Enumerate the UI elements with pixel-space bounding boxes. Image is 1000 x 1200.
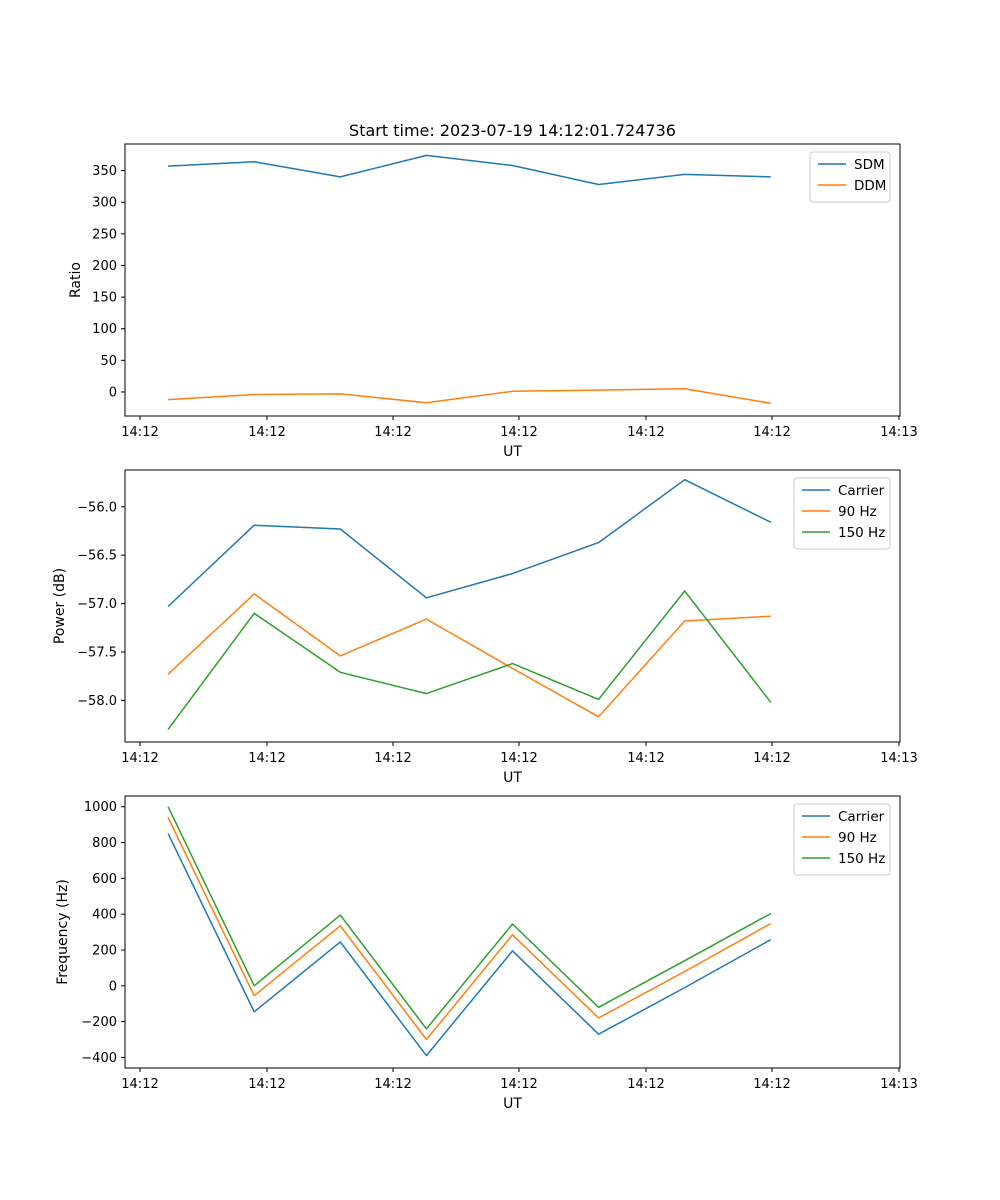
x-tick-label: 14:12 — [248, 1077, 285, 1092]
series-line-sdm-panel-1 — [168, 154, 771, 186]
series-line-carrier-panel-3 — [167, 833, 772, 1057]
y-tick-label: 150 — [92, 291, 117, 306]
y-tick-label: 0 — [109, 979, 117, 994]
y-tick-label: 600 — [92, 872, 117, 887]
y-tick-label: 300 — [92, 196, 117, 211]
x-tick-label: 14:12 — [627, 1077, 664, 1092]
y-axis-label: Ratio — [68, 262, 84, 298]
y-axis-label: Power (dB) — [52, 568, 68, 644]
y-tick-label: 0 — [109, 385, 117, 400]
x-tick-label: 14:12 — [500, 751, 537, 766]
chart-title: Start time: 2023-07-19 14:12:01.724736 — [349, 121, 676, 140]
x-tick-label: 14:13 — [880, 751, 917, 766]
y-tick-label: −400 — [81, 1051, 117, 1066]
series-line-ddm-panel-1 — [168, 388, 771, 405]
x-tick-label: 14:13 — [880, 425, 917, 440]
x-tick-label: 14:13 — [880, 1077, 917, 1092]
y-tick-label: 100 — [92, 322, 117, 337]
legend-label: 150 Hz — [838, 851, 885, 867]
x-tick-label: 14:12 — [753, 425, 790, 440]
y-tick-label: 350 — [92, 164, 117, 179]
y-tick-label: −56.5 — [77, 549, 117, 564]
legend-label: SDM — [854, 157, 885, 173]
x-tick-label: 14:12 — [248, 751, 285, 766]
y-tick-label: 50 — [100, 354, 117, 369]
x-tick-label: 14:12 — [374, 751, 411, 766]
x-tick-label: 14:12 — [121, 1077, 158, 1092]
y-axis-label: Frequency (Hz) — [55, 879, 71, 985]
x-tick-label: 14:12 — [627, 425, 664, 440]
x-axis-label: UT — [503, 444, 522, 460]
series-line-90-hz-panel-3 — [167, 817, 772, 1041]
legend-label: 150 Hz — [838, 525, 885, 541]
x-tick-label: 14:12 — [500, 1077, 537, 1092]
y-tick-label: 800 — [92, 836, 117, 851]
y-tick-label: −57.0 — [77, 597, 117, 612]
x-tick-label: 14:12 — [753, 751, 790, 766]
series-line-90-hz-panel-2 — [167, 593, 771, 718]
legend-label: 90 Hz — [838, 830, 877, 846]
y-tick-label: 400 — [92, 908, 117, 923]
series-line-carrier-panel-2 — [167, 478, 772, 608]
axes-frame-panel-2 — [124, 469, 901, 743]
y-tick-label: 1000 — [84, 800, 117, 815]
x-tick-label: 14:12 — [374, 1077, 411, 1092]
legend-label: 90 Hz — [838, 504, 877, 520]
axes-frame-panel-1 — [124, 143, 901, 417]
x-tick-label: 14:12 — [121, 425, 158, 440]
x-tick-label: 14:12 — [627, 751, 664, 766]
legend-label: Carrier — [838, 483, 885, 499]
x-tick-label: 14:12 — [248, 425, 285, 440]
legend-label: DDM — [854, 178, 886, 194]
y-tick-label: 200 — [92, 259, 117, 274]
y-tick-label: −57.5 — [77, 645, 117, 660]
y-tick-label: −58.0 — [77, 694, 117, 709]
x-axis-label: UT — [503, 770, 522, 786]
legend-label: Carrier — [838, 809, 885, 825]
x-tick-label: 14:12 — [753, 1077, 790, 1092]
series-line-150-hz-panel-2 — [167, 590, 772, 730]
y-tick-label: −200 — [81, 1015, 117, 1030]
x-axis-label: UT — [503, 1096, 522, 1112]
axes-frame-panel-3 — [124, 795, 901, 1069]
series-line-150-hz-panel-3 — [167, 806, 772, 1030]
y-tick-label: 250 — [92, 227, 117, 242]
x-tick-label: 14:12 — [121, 751, 158, 766]
x-tick-label: 14:12 — [374, 425, 411, 440]
x-tick-label: 14:12 — [500, 425, 537, 440]
y-tick-label: −56.0 — [77, 500, 117, 515]
y-tick-label: 200 — [92, 943, 117, 958]
